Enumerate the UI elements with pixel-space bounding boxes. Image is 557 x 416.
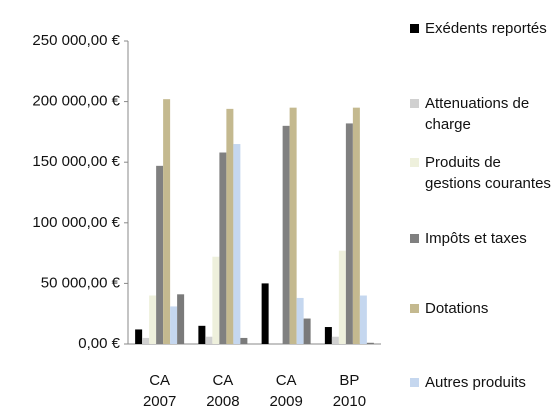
x-tick-label: BP 2010: [332, 372, 367, 410]
bar: [212, 256, 220, 344]
legend-swatch: [410, 234, 419, 243]
bar: [303, 318, 311, 344]
bar: [240, 337, 248, 344]
legend-label: Impôts et taxes: [425, 230, 527, 247]
bar: [156, 165, 164, 344]
bar: [366, 342, 374, 344]
legend-swatch: [410, 99, 419, 108]
bar: [345, 123, 353, 344]
legend-swatch: [410, 378, 419, 387]
legend-swatch: [410, 304, 419, 313]
bar: [338, 250, 346, 344]
bar: [170, 306, 178, 344]
legend-label: Dotations: [425, 300, 489, 317]
legend-label: Autres produits: [425, 374, 526, 391]
bar: [198, 325, 206, 344]
bar: [289, 107, 297, 344]
bar: [296, 297, 304, 344]
y-tick-label: 200 000,00 €: [32, 93, 120, 110]
bar: [233, 144, 241, 344]
legend-label: Exédents reportés: [425, 20, 547, 37]
bar: [142, 337, 150, 344]
legend-swatch: [410, 24, 419, 33]
bar: [359, 295, 367, 344]
y-tick-label: 250 000,00 €: [32, 32, 120, 49]
bar: [205, 336, 213, 344]
legend-label: Attenuations de charge: [425, 95, 530, 133]
y-tick-label: 150 000,00 €: [32, 153, 120, 170]
y-tick-label: 100 000,00 €: [32, 214, 120, 231]
y-tick-label: 50 000,00 €: [41, 274, 121, 291]
bar: [331, 336, 339, 344]
x-tick-label: CA 2009: [269, 372, 303, 410]
legend-label: Produits de gestions courantes: [425, 154, 551, 192]
bar: [163, 99, 171, 345]
legend-swatch: [410, 158, 419, 167]
bar: [135, 329, 143, 344]
bar: [219, 152, 227, 344]
bar: [282, 125, 290, 344]
bar: [226, 108, 234, 344]
bar: [177, 294, 185, 344]
x-tick-label: CA 2008: [206, 372, 240, 410]
y-tick-label: 0,00 €: [78, 335, 120, 352]
x-tick-label: CA 2007: [142, 372, 177, 410]
bar: [324, 327, 332, 344]
bar: [149, 295, 157, 344]
bar: [261, 283, 269, 344]
bar: [352, 107, 360, 344]
